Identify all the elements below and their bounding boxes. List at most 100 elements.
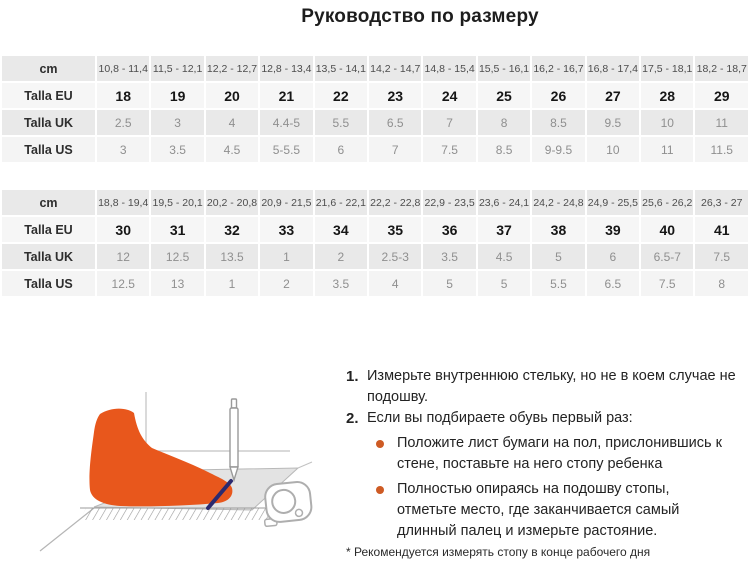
footnote: * Рекомендуется измерять стопу в конце р… xyxy=(346,545,651,559)
size-cell: 39 xyxy=(586,217,640,242)
size-cell: 27 xyxy=(586,83,640,108)
table-row: Talla EU 18 19 20 21 22 23 24 25 26 27 28 29 xyxy=(2,83,748,108)
table-row: cm 18,8 - 19,4 19,5 - 20,1 20,2 - 20,8 20,9 … xyxy=(2,190,748,215)
size-cell: 24,9 - 25,5 xyxy=(586,190,640,215)
page-title: Руководство по размеру xyxy=(301,6,539,27)
size-cell: 12.5 xyxy=(97,271,150,296)
size-cell: 4.5 xyxy=(477,244,531,269)
size-cell: 20,9 - 21,5 xyxy=(260,190,313,215)
size-cell: 37 xyxy=(477,217,531,242)
size-cell: 36 xyxy=(423,217,476,242)
row-label: Talla UK xyxy=(2,244,95,269)
pen-icon xyxy=(229,398,239,483)
instruction-number: 1. xyxy=(346,368,359,385)
size-cell: 3 xyxy=(151,110,204,135)
size-cell: 7 xyxy=(369,137,422,162)
size-cell: 19 xyxy=(151,83,204,108)
instruction-item-1: 1. Измерьте внутреннюю стельку, но не в … xyxy=(346,366,746,408)
size-cell: 16,8 - 17,4 xyxy=(586,56,640,81)
bullet-dot-icon xyxy=(376,440,384,448)
size-cell: 19,5 - 20,1 xyxy=(151,190,204,215)
table-row: Talla UK 12 12.5 13.5 1 2 2.5-3 3.5 4.5 5 6 6.5-7 7.… xyxy=(2,244,748,269)
size-cell: 29 xyxy=(695,83,748,108)
size-cell: 2.5-3 xyxy=(369,244,422,269)
size-cell: 12 xyxy=(97,244,150,269)
size-cell: 14,2 - 14,7 xyxy=(369,56,422,81)
row-label: Talla EU xyxy=(2,217,95,242)
size-cell: 35 xyxy=(369,217,422,242)
size-cell: 1 xyxy=(205,271,259,296)
size-cell: 11 xyxy=(695,110,748,135)
size-cell: 3.5 xyxy=(423,244,476,269)
size-cell: 6.5 xyxy=(369,110,422,135)
table-row: Talla US 12.5 13 1 2 3.5 4 5 5 5.5 6.5 7.5 8 xyxy=(2,271,748,296)
instruction-item-2: 2. Если вы подбираете обувь первый раз: xyxy=(346,408,746,429)
size-cell: 17,5 - 18,1 xyxy=(641,56,694,81)
size-cell: 12,2 - 12,7 xyxy=(205,56,259,81)
size-cell: 14,8 - 15,4 xyxy=(423,56,476,81)
size-cell: 9-9.5 xyxy=(532,137,585,162)
size-cell: 13.5 xyxy=(205,244,259,269)
size-cell: 6 xyxy=(586,244,640,269)
bullet-list: Положите лист бумаги на пол, прислонивши… xyxy=(346,433,746,542)
table-row: cm 10,8 - 11,4 11,5 - 12,1 12,2 - 12,7 12,8 … xyxy=(2,56,748,81)
size-cell: 15,5 - 16,1 xyxy=(477,56,531,81)
size-cell: 3.5 xyxy=(151,137,204,162)
instruction-text: Измерьте внутреннюю стельку, но не в кое… xyxy=(367,368,736,405)
size-cell: 18,8 - 19,4 xyxy=(97,190,150,215)
size-cell: 6.5 xyxy=(586,271,640,296)
size-cell: 2 xyxy=(314,244,368,269)
size-cell: 30 xyxy=(97,217,150,242)
toe-mark-line xyxy=(206,479,233,510)
tape-measure-icon xyxy=(263,480,313,528)
size-cell: 21,6 - 22,1 xyxy=(314,190,368,215)
size-cell: 25 xyxy=(477,83,531,108)
size-cell: 9.5 xyxy=(586,110,640,135)
foot-shape xyxy=(89,408,233,507)
size-cell: 22,9 - 23,5 xyxy=(423,190,476,215)
size-cell: 40 xyxy=(641,217,694,242)
bullet-item: Полностью опираясь на подошву стопы, отм… xyxy=(376,479,746,542)
size-cell: 10 xyxy=(586,137,640,162)
size-cell: 8 xyxy=(695,271,748,296)
bullet-item: Положите лист бумаги на пол, прислонивши… xyxy=(376,433,746,475)
size-cell: 20,2 - 20,8 xyxy=(205,190,259,215)
size-cell: 38 xyxy=(532,217,585,242)
size-cell: 2 xyxy=(260,271,313,296)
row-label: Talla US xyxy=(2,137,95,162)
bullet-dot-icon xyxy=(376,486,384,494)
instructions-block: 1. Измерьте внутреннюю стельку, но не в … xyxy=(346,366,746,559)
size-cell: 5.5 xyxy=(532,271,585,296)
table-row: Talla UK 2.5 3 4 4.4-5 5.5 6.5 7 8 8.5 9.5 10 11 xyxy=(2,110,748,135)
foot-measurement-illustration xyxy=(39,392,313,552)
size-cell: 12,8 - 13,4 xyxy=(260,56,313,81)
instruction-text: Если вы подбираете обувь первый раз: xyxy=(367,410,633,426)
row-label: Talla EU xyxy=(2,83,95,108)
size-table-lower: cm 18,8 - 19,4 19,5 - 20,1 20,2 - 20,8 20,9 … xyxy=(0,188,750,298)
size-cell: 21 xyxy=(260,83,313,108)
row-label: cm xyxy=(2,190,95,215)
bullet-text: Полностью опираясь на подошву стопы, отм… xyxy=(397,481,680,539)
size-cell: 10 xyxy=(641,110,694,135)
size-cell: 13 xyxy=(151,271,204,296)
size-cell: 23 xyxy=(369,83,422,108)
size-cell: 28 xyxy=(641,83,694,108)
size-cell: 23,6 - 24,1 xyxy=(477,190,531,215)
row-label: Talla US xyxy=(2,271,95,296)
size-cell: 18 xyxy=(97,83,150,108)
size-cell: 1 xyxy=(260,244,313,269)
size-cell: 31 xyxy=(151,217,204,242)
size-cell: 4.5 xyxy=(205,137,259,162)
size-cell: 11,5 - 12,1 xyxy=(151,56,204,81)
size-cell: 3.5 xyxy=(314,271,368,296)
row-label: cm xyxy=(2,56,95,81)
size-cell: 22,2 - 22,8 xyxy=(369,190,422,215)
size-cell: 25,6 - 26,2 xyxy=(641,190,694,215)
instruction-number: 2. xyxy=(346,410,359,427)
size-cell: 20 xyxy=(205,83,259,108)
size-cell: 5 xyxy=(423,271,476,296)
table-row: Talla US 3 3.5 4.5 5-5.5 6 7 7.5 8.5 9-9.5 10 11 11.… xyxy=(2,137,748,162)
bullet-text: Положите лист бумаги на пол, прислонивши… xyxy=(397,435,722,472)
size-cell: 33 xyxy=(260,217,313,242)
size-cell: 10,8 - 11,4 xyxy=(97,56,150,81)
